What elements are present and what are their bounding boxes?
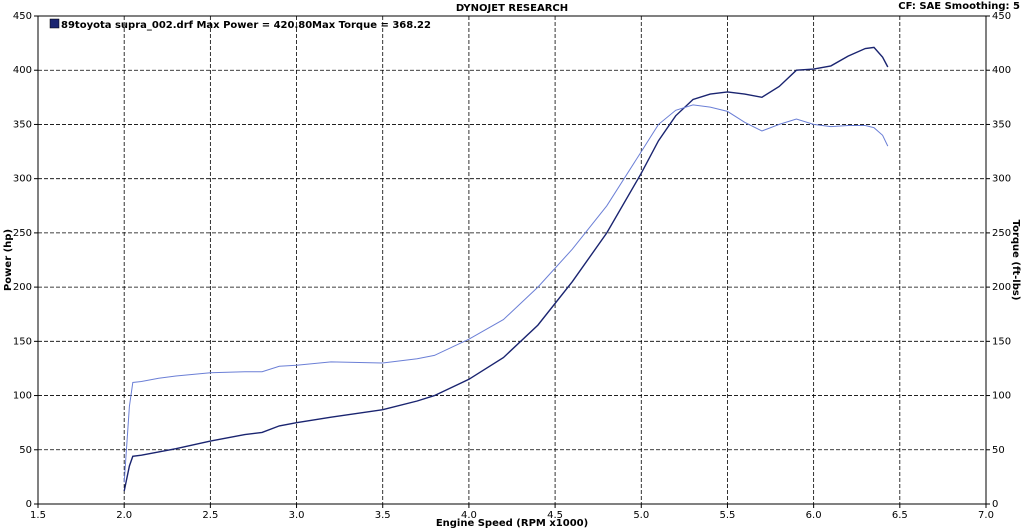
x-tick-label: 1.5	[30, 510, 46, 521]
series-line	[123, 46, 889, 492]
x-tick-label: 6.0	[806, 510, 822, 521]
y2-axis-label: Torque (ft-lbs)	[1010, 220, 1021, 301]
y2-tick-label: 50	[992, 445, 1005, 456]
legend-text: 89toyota supra_002.drf Max Power = 420.8…	[61, 20, 312, 31]
x-tick-label: 2.0	[116, 510, 132, 521]
y-tick-label: 50	[19, 445, 32, 456]
x-tick-label: 3.0	[289, 510, 305, 521]
chart-subtitle: CF: SAE Smoothing: 5	[898, 1, 1020, 12]
x-tick-label: 5.0	[633, 510, 649, 521]
y-tick-label: 400	[13, 65, 32, 76]
y-axis-label: Power (hp)	[3, 229, 14, 291]
x-tick-label: 4.5	[547, 510, 563, 521]
y2-tick-label: 250	[992, 228, 1011, 239]
y2-tick-label: 150	[992, 336, 1011, 347]
y-tick-label: 300	[13, 174, 32, 185]
y-tick-label: 350	[13, 119, 32, 130]
legend-text: Max Torque = 368.22	[312, 20, 431, 31]
x-tick-label: 2.5	[202, 510, 218, 521]
y-tick-label: 450	[13, 11, 32, 22]
y2-tick-label: 200	[992, 282, 1011, 293]
y-tick-label: 150	[13, 336, 32, 347]
y2-tick-label: 350	[992, 119, 1011, 130]
x-tick-label: 3.5	[375, 510, 391, 521]
y2-tick-label: 300	[992, 174, 1011, 185]
x-tick-label: 4.0	[461, 510, 477, 521]
y-tick-label: 100	[13, 391, 32, 402]
legend-swatch	[49, 18, 60, 29]
plot-border	[37, 15, 987, 505]
chart-title: DYNOJET RESEARCH	[456, 3, 568, 14]
x-tick-label: 6.5	[892, 510, 908, 521]
y2-tick-label: 0	[992, 499, 998, 510]
y-tick-label: 250	[13, 228, 32, 239]
x-tick-label: 7.0	[978, 510, 994, 521]
y2-tick-label: 450	[992, 11, 1011, 22]
series-line	[123, 104, 889, 483]
y-tick-label: 0	[26, 499, 32, 510]
y-tick-label: 200	[13, 282, 32, 293]
x-tick-label: 5.5	[720, 510, 736, 521]
y2-tick-label: 400	[992, 65, 1011, 76]
x-axis-label: Engine Speed (RPM x1000)	[436, 518, 588, 529]
y2-tick-label: 100	[992, 391, 1011, 402]
